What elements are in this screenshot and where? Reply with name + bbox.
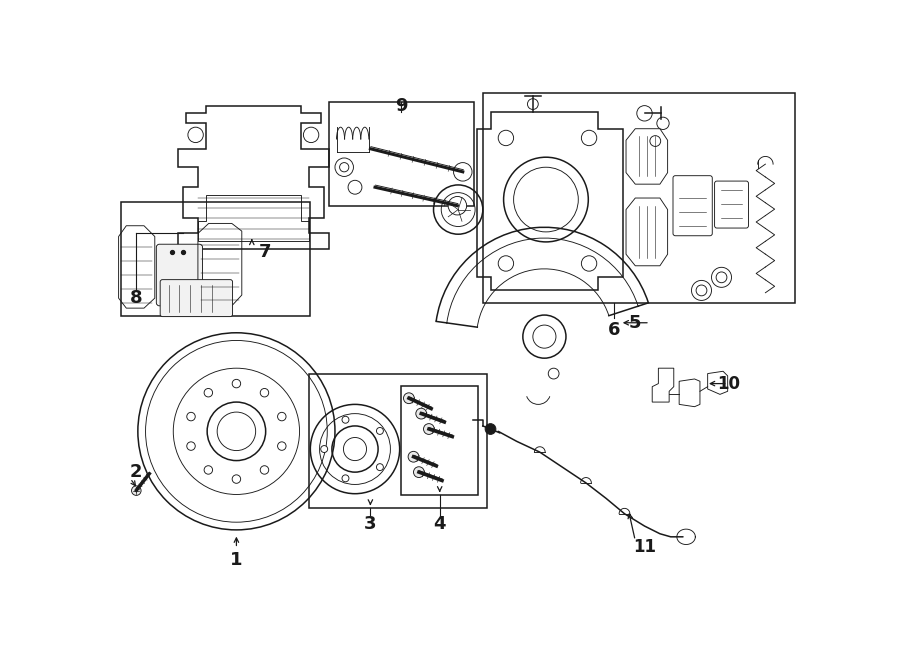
Circle shape [650, 136, 661, 146]
Circle shape [187, 412, 195, 421]
Circle shape [232, 475, 240, 483]
Text: 2: 2 [130, 463, 142, 481]
FancyBboxPatch shape [160, 279, 232, 316]
Text: 6: 6 [608, 320, 620, 339]
Circle shape [448, 197, 466, 215]
Bar [482, 93, 795, 303]
Text: 5: 5 [629, 314, 642, 332]
Text: 10: 10 [717, 375, 740, 393]
Bar [121, 202, 310, 316]
Circle shape [342, 475, 349, 482]
Text: 11: 11 [633, 538, 656, 556]
Bar [328, 102, 473, 206]
Circle shape [204, 466, 212, 474]
Circle shape [424, 424, 435, 434]
Circle shape [657, 117, 669, 130]
Text: 8: 8 [130, 289, 142, 307]
Text: 4: 4 [434, 515, 446, 533]
Circle shape [637, 106, 652, 121]
Circle shape [408, 451, 418, 462]
Circle shape [454, 163, 472, 181]
Circle shape [260, 466, 269, 474]
Circle shape [320, 446, 328, 453]
Text: 3: 3 [364, 515, 376, 533]
Bar [309, 373, 488, 508]
Circle shape [416, 408, 427, 419]
Circle shape [131, 486, 141, 495]
Text: 1: 1 [230, 551, 243, 569]
Text: 9: 9 [395, 97, 408, 115]
Circle shape [260, 389, 269, 397]
Circle shape [403, 393, 414, 404]
Circle shape [232, 379, 240, 388]
Circle shape [277, 412, 286, 421]
Circle shape [413, 467, 424, 477]
Circle shape [277, 442, 286, 450]
Text: 7: 7 [258, 243, 271, 261]
Circle shape [187, 442, 195, 450]
Circle shape [485, 424, 496, 434]
Circle shape [376, 463, 383, 471]
FancyBboxPatch shape [157, 244, 202, 306]
Bar [401, 386, 478, 495]
Circle shape [342, 416, 349, 423]
Circle shape [204, 389, 212, 397]
Circle shape [376, 428, 383, 434]
